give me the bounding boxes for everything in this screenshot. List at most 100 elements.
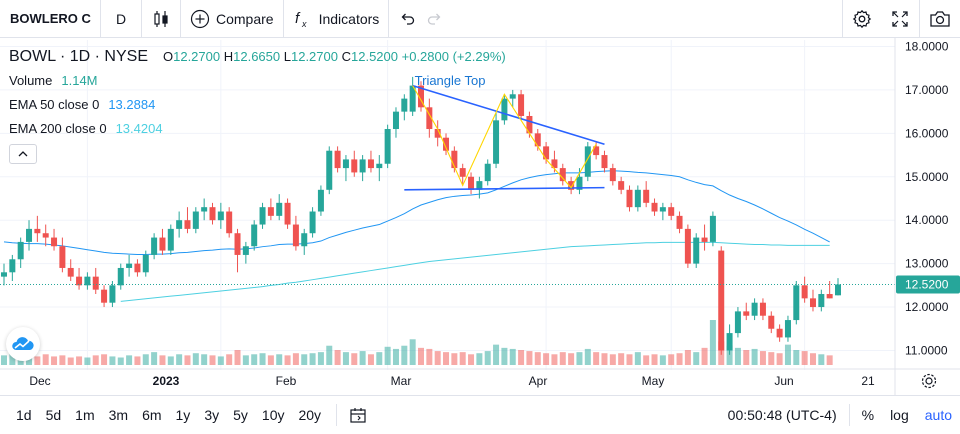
interval-button[interactable]: D (115, 10, 127, 27)
candle-body (809, 298, 816, 308)
volume-bar (151, 352, 158, 365)
volume-bar (126, 355, 133, 365)
volume-bar (384, 346, 391, 365)
settings-button[interactable] (843, 0, 881, 38)
candle-body (159, 237, 166, 251)
price-chart[interactable]: Triangle Top 18.0000 17.0000 16.0000 15.000… (0, 38, 960, 395)
candle-body (551, 159, 558, 169)
redo-button[interactable] (421, 0, 449, 38)
volume-bar (209, 355, 216, 365)
indicators-button[interactable]: f x Indicators (284, 0, 389, 38)
candle-body (443, 137, 450, 151)
candle-body (584, 146, 591, 177)
volume-bar (9, 353, 16, 365)
candle-body (751, 302, 758, 316)
undo-button[interactable] (393, 0, 421, 38)
volume-bar (793, 350, 800, 365)
candle-body (92, 276, 99, 290)
volume-bar (518, 350, 525, 365)
goto-date-button[interactable] (345, 406, 371, 424)
ema200-polyline (120, 241, 830, 302)
volume-bar (443, 352, 450, 365)
volume-bar (701, 347, 708, 365)
legend-title-row: BOWL · 1D · NYSE O12.2700 H12.6650 L12.2… (9, 45, 506, 69)
candle-body (526, 115, 533, 134)
calendar-icon (350, 407, 366, 423)
volume-bar (684, 350, 691, 365)
chart-type-button[interactable] (142, 0, 180, 38)
candle-body (734, 311, 741, 334)
volume-bar (476, 353, 483, 365)
price-tick-label: 15.0000 (905, 170, 949, 184)
candle-body (334, 150, 341, 169)
volume-bar (42, 354, 49, 365)
volume-bar (693, 352, 700, 365)
snapshot-button[interactable] (920, 0, 960, 38)
volume-bar (134, 356, 141, 365)
legend-volume-row[interactable]: Volume 1.14M (9, 69, 506, 93)
time-tick-label: Mar (391, 374, 412, 388)
candle-body (576, 176, 583, 190)
range-6m[interactable]: 6m (142, 406, 162, 423)
percent-toggle[interactable]: % (861, 407, 875, 423)
tradingview-logo[interactable] (6, 327, 40, 361)
range-1y[interactable]: 1y (175, 406, 191, 423)
volume-bar (734, 347, 741, 365)
range-20y[interactable]: 20y (298, 406, 322, 423)
fullscreen-button[interactable] (881, 0, 919, 38)
timezone-clock[interactable]: 00:50:48 (UTC-4) (727, 407, 837, 423)
toolbar-divider (919, 0, 920, 38)
volume-bar (784, 344, 791, 365)
range-10y[interactable]: 10y (261, 406, 285, 423)
ema200-value: 13.4204 (115, 121, 163, 136)
candle-body (709, 215, 716, 242)
volume-bar (367, 354, 374, 365)
volume-bar (501, 347, 508, 365)
candle-body (209, 207, 216, 221)
candle-body (518, 94, 525, 116)
candle-body (317, 189, 324, 212)
time-axis[interactable]: Dec 2023 Feb Mar Apr May Jun 21 (0, 368, 960, 389)
time-tick-label: 2023 (153, 374, 180, 388)
volume-bar (543, 353, 550, 365)
price-tick-label: 17.0000 (905, 83, 949, 97)
candle-body (693, 237, 700, 264)
volume-bar (351, 353, 358, 365)
price-axis[interactable]: 18.0000 17.0000 16.0000 15.0000 14.0000 13.00… (894, 38, 960, 395)
last-price-badge (896, 275, 960, 294)
candle-body (818, 294, 825, 308)
range-3y[interactable]: 3y (204, 406, 220, 423)
axis-settings-icon[interactable] (921, 373, 937, 389)
time-tick-label: May (642, 374, 665, 388)
range-5d[interactable]: 5d (45, 406, 62, 423)
volume-bar (601, 353, 608, 365)
auto-toggle[interactable]: auto (924, 407, 952, 423)
volume-bar (626, 354, 633, 365)
symbol-search[interactable]: BOWLERO C (10, 11, 91, 26)
range-1m[interactable]: 1m (75, 406, 95, 423)
compare-button[interactable]: Compare (181, 0, 283, 38)
legend-ema200-row[interactable]: EMA 200 close 0 13.4204 (9, 117, 506, 141)
candle-body (718, 250, 725, 351)
legend-collapse-button[interactable] (9, 144, 37, 164)
range-5y[interactable]: 5y (233, 406, 248, 423)
candle-body (1, 272, 7, 277)
legend-ema50-row[interactable]: EMA 50 close 0 13.2884 (9, 93, 506, 117)
log-toggle[interactable]: log (890, 407, 909, 423)
candle-body (134, 263, 141, 273)
candle-body (259, 207, 266, 225)
candle-body (342, 159, 349, 169)
range-3m[interactable]: 3m (108, 406, 129, 423)
volume-bar (459, 352, 466, 365)
candle-body (234, 233, 241, 255)
volume-bar (51, 356, 58, 365)
chart-area[interactable]: Triangle Top 18.0000 17.0000 16.0000 15.000… (0, 38, 960, 395)
volume-bar (451, 353, 458, 365)
candle-body (768, 315, 775, 329)
toolbar-divider (141, 0, 142, 38)
price-tick-label: 18.0000 (905, 40, 949, 54)
candle-body (276, 202, 283, 216)
range-1d[interactable]: 1d (16, 406, 32, 423)
candle-body (167, 228, 174, 251)
change-value: +0.2800 (+2.29%) (401, 49, 506, 64)
